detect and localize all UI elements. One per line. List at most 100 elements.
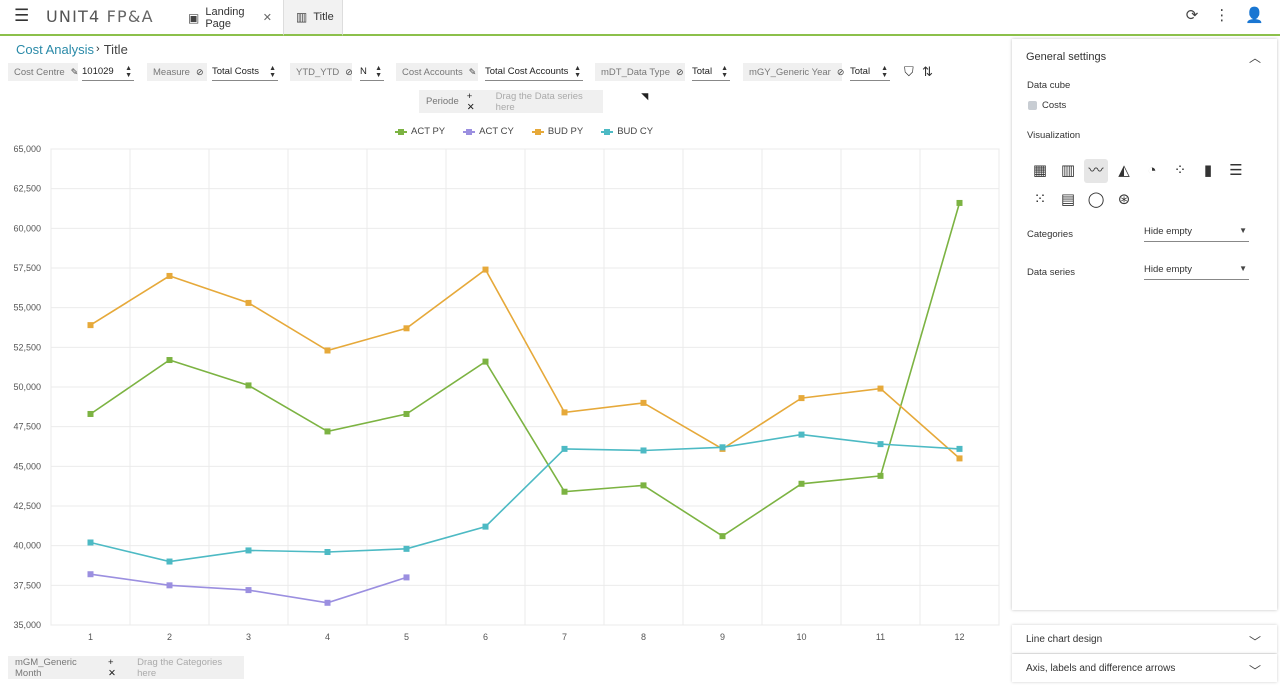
eye-slash-icon[interactable]: ⊘ [836,66,845,77]
legend-label: BUD PY [547,126,584,137]
line-chart-icon[interactable]: 〰 [1084,159,1108,183]
data-point [87,322,94,329]
more-vertical-icon[interactable]: ⋮ [1214,7,1230,24]
series-chip-label: Periode [426,96,459,107]
y-tick-label: 55,000 [13,303,41,313]
data-point [561,445,568,452]
filter-label: Measure [153,66,190,78]
sort-arrows-icon[interactable]: ▲ ▼ [574,65,581,79]
y-tick-label: 52,500 [13,342,41,352]
filter-label: Cost Centre [14,66,65,78]
filter-measure[interactable]: Measure ⊘ [147,63,207,81]
bar-chart-icon[interactable]: ▥ [1060,162,1076,179]
tab-label: Landing Page [205,5,245,30]
scatter-chart-icon[interactable]: ⁘ [1173,162,1187,179]
caret-down-icon: ▼ [1239,226,1247,235]
data-point [245,299,252,306]
filter-ytd-value[interactable]: N ▲ ▼ [360,63,384,81]
eye-slash-icon[interactable]: ⊘ [195,66,204,77]
menu-icon[interactable]: ☰ [14,6,30,25]
sort-arrows-icon[interactable]: ▲ ▼ [721,65,728,79]
breadcrumb-parent[interactable]: Cost Analysis [16,42,95,57]
data-point [324,549,331,556]
eye-slash-icon[interactable]: ⊘ [345,66,353,77]
pivot-table-icon[interactable]: ▤ [1060,191,1076,208]
mouse-cursor-icon [641,89,652,101]
legend-swatch [463,128,476,135]
data-series-select[interactable]: Hide empty ▼ [1144,264,1249,280]
filter-icon[interactable]: ⛉ [904,64,914,79]
donut-chart-icon[interactable]: ◯ [1087,191,1105,208]
user-icon[interactable]: 👤 [1245,7,1264,24]
map-icon[interactable]: ▮ [1203,162,1213,179]
categories-select[interactable]: Hide empty ▼ [1144,226,1249,242]
y-tick-label: 35,000 [13,620,41,630]
heatmap-icon[interactable]: ⁙ [1033,191,1047,208]
tab-landing-page[interactable]: ▣ Landing Page ✕ [176,0,284,35]
series-line [90,268,961,459]
legend-label: BUD CY [617,126,654,137]
filter-cost-accounts-value[interactable]: Total Cost Accounts ▲ ▼ [485,63,583,81]
filter-cost-centre-value[interactable]: 101029 ▲ ▼ [82,63,134,81]
filter-data-type[interactable]: mDT_Data Type ⊘ [595,63,685,81]
sort-arrows-icon[interactable]: ▲ ▼ [881,65,888,79]
data-point [877,472,884,479]
table-icon[interactable]: ▦ [1032,162,1048,179]
filter-cost-centre[interactable]: Cost Centre ✎ [8,63,78,81]
product-name: FP&A [106,7,154,26]
series-line [90,433,960,563]
y-tick-label: 50,000 [13,382,41,392]
refresh-icon[interactable]: ⟳ [1185,7,1199,24]
sort-icon[interactable]: ⇅ [922,64,933,79]
chevron-down-icon[interactable]: ﹀ [1248,635,1261,649]
accordion-line-chart-design[interactable]: Line chart design ﹀ [1012,625,1277,653]
chevron-down-icon[interactable]: ﹀ [1248,664,1261,678]
filter-generic-year[interactable]: mGY_Generic Year ⊘ [743,63,845,81]
filter-measure-value[interactable]: Total Costs ▲ ▼ [212,63,278,81]
data-point [166,357,173,364]
legend-item[interactable]: BUD PY [531,126,584,137]
legend-item[interactable]: ACT PY [395,126,445,137]
legend-item[interactable]: BUD CY [601,126,653,137]
data-point [719,444,726,451]
funnel-icon[interactable]: ☰ [1229,162,1243,179]
legend-item[interactable]: ACT CY [463,126,514,137]
y-tick-label: 47,500 [13,422,41,432]
pie-chart-icon[interactable]: ◔ [1147,162,1157,179]
sort-arrows-icon[interactable]: ▲ ▼ [375,65,382,79]
filter-data-type-value[interactable]: Total ▲ ▼ [692,63,730,81]
categories-zone[interactable]: mGM_Generic Month + ✕ Drag the Categorie… [8,656,244,679]
add-remove-icon[interactable]: + ✕ [466,90,475,113]
clipboard-icon: ▣ [188,10,200,25]
close-icon[interactable]: ✕ [262,12,272,24]
data-point [640,482,647,489]
radar-chart-icon[interactable]: ⊛ [1117,191,1131,208]
caret-down-icon: ▼ [1239,264,1247,273]
data-series-zone[interactable]: Periode + ✕ Drag the Data series here [419,90,603,113]
filter-generic-year-value[interactable]: Total ▲ ▼ [850,63,890,81]
pencil-icon[interactable]: ✎ [468,66,477,77]
legend-swatch [601,128,614,135]
y-tick-label: 42,500 [13,501,41,511]
visualization-label: Visualization [1027,130,1081,141]
filter-ytd[interactable]: YTD_YTD ⊘ [290,63,353,81]
filter-cost-accounts[interactable]: Cost Accounts ✎ [396,63,478,81]
settings-panel: General settings ︿ Data cube Costs Visua… [1012,39,1277,610]
accordion-axis-labels[interactable]: Axis, labels and difference arrows ﹀ [1012,654,1277,682]
chevron-up-icon[interactable]: ︿ [1248,51,1261,65]
data-point [482,523,489,530]
pencil-icon[interactable]: ✎ [70,66,79,77]
categories-label: Categories [1027,229,1073,240]
eye-slash-icon[interactable]: ⊘ [676,66,684,77]
data-point [956,455,963,462]
select-value: Hide empty [1144,264,1193,275]
data-point [87,410,94,417]
area-chart-icon[interactable]: ◭ [1118,162,1130,179]
sort-arrows-icon[interactable]: ▲ ▼ [125,65,132,79]
sort-arrows-icon[interactable]: ▲ ▼ [269,65,276,79]
add-remove-icon[interactable]: + ✕ [108,656,116,679]
tab-title[interactable]: ▥ Title [283,0,343,36]
data-cube-value[interactable]: Costs [1028,100,1066,111]
line-chart: 35,000 37,500 40,000 42,500 45,000 47,500 50,0… [13,144,1000,642]
data-point [561,409,568,416]
